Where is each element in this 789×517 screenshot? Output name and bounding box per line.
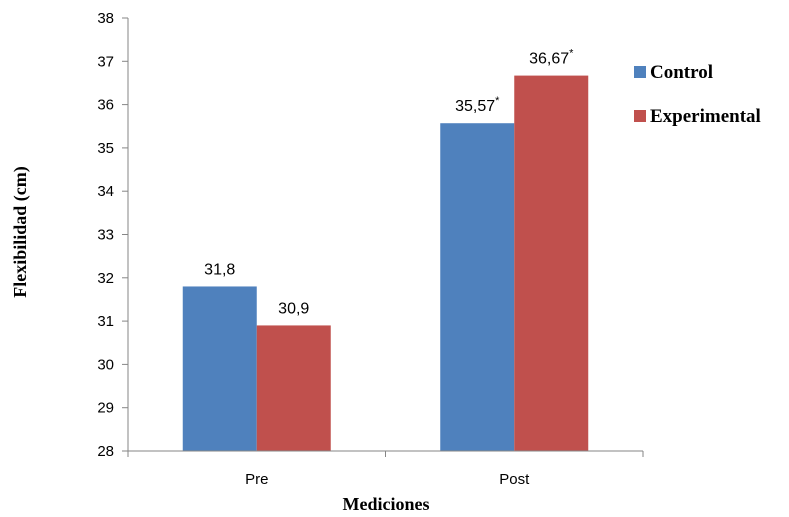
y-tick-label: 29 xyxy=(97,400,114,417)
legend-swatch-experimental xyxy=(634,110,646,122)
data-label: 35,57* xyxy=(455,95,500,115)
bar-control-post xyxy=(440,123,515,452)
data-label: 30,9 xyxy=(278,300,309,317)
legend-label-experimental: Experimental xyxy=(650,106,761,127)
data-label: 31,8 xyxy=(204,261,235,278)
bars-group xyxy=(182,75,589,452)
legend: Control Experimental xyxy=(634,62,761,127)
x-axis-title: Mediciones xyxy=(343,494,430,514)
y-tick-label: 38 xyxy=(97,10,114,27)
x-axis-ticks: Pre Post xyxy=(127,451,644,488)
y-tick-label: 31 xyxy=(97,313,114,330)
y-tick-label: 33 xyxy=(97,227,114,244)
x-tick-label: Pre xyxy=(245,471,268,488)
legend-swatch-control xyxy=(634,66,646,78)
x-tick-label: Post xyxy=(499,471,530,488)
significance-mark: * xyxy=(569,48,574,60)
data-label: 36,67* xyxy=(529,48,574,68)
data-labels-group: 31,8 35,57* 30,9 36,67* xyxy=(204,48,574,318)
significance-mark: * xyxy=(495,95,500,107)
y-tick-label: 30 xyxy=(97,356,114,373)
y-tick-label: 37 xyxy=(97,53,114,70)
y-tick-label: 28 xyxy=(97,443,114,460)
y-tick-label: 32 xyxy=(97,270,114,287)
bar-experimental-post xyxy=(514,75,589,452)
bar-experimental-pre xyxy=(256,325,331,451)
y-axis-title: Flexibilidad (cm) xyxy=(10,166,31,298)
legend-label-control: Control xyxy=(650,62,713,83)
y-tick-label: 35 xyxy=(97,140,114,157)
y-tick-label: 34 xyxy=(97,183,114,200)
y-axis-ticks: 28 29 30 31 32 33 34 35 36 37 38 xyxy=(97,10,128,460)
y-tick-label: 36 xyxy=(97,97,114,114)
bar-control-pre xyxy=(182,286,257,451)
